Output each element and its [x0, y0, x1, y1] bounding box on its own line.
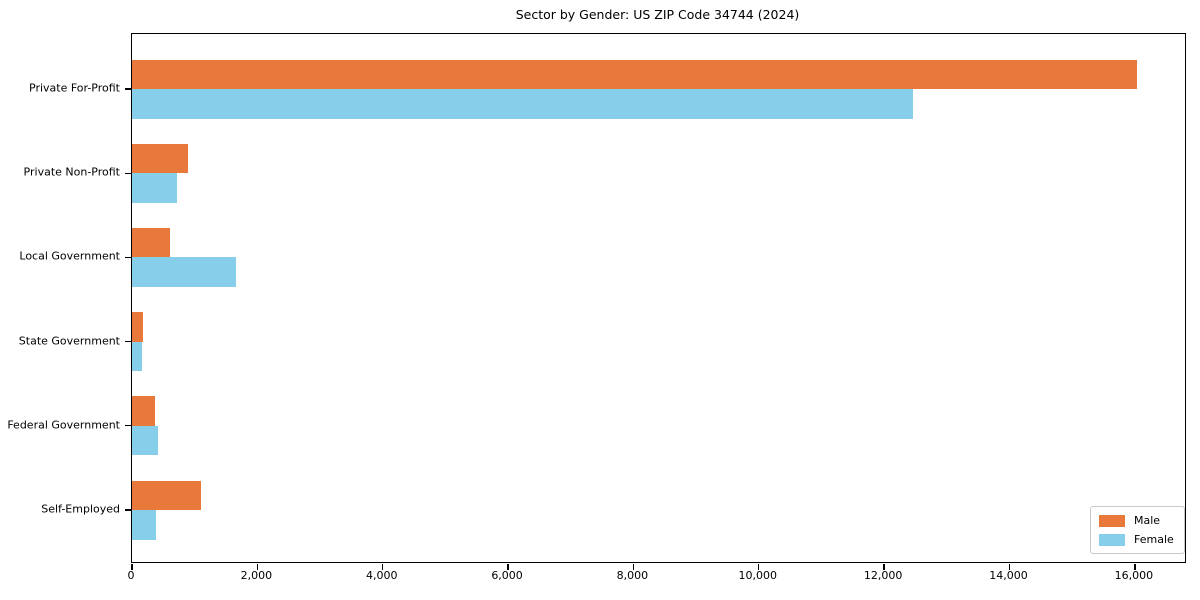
legend: Male Female	[1090, 506, 1185, 554]
bar-female-local-government	[132, 257, 237, 287]
x-label-16,000: 16,000	[1114, 569, 1154, 582]
x-label-4,000: 4,000	[365, 569, 398, 582]
y-tick-state-government	[125, 340, 131, 343]
bar-male-private-non-profit	[132, 143, 188, 174]
bar-male-federal-government	[132, 396, 156, 426]
x-label-8,000: 8,000	[616, 569, 649, 582]
bar-male-private-for-profit	[132, 59, 1137, 89]
legend-swatch-female	[1099, 533, 1125, 546]
legend-entry-female: Female	[1099, 533, 1174, 546]
y-tick-private-non-profit	[125, 172, 131, 174]
y-tick-private-for-profit	[125, 88, 131, 90]
legend-entry-male: Male	[1099, 514, 1174, 527]
y-axis-labels: Private For-Profit Private Non-Profit Loca…	[0, 33, 120, 561]
x-tick-6,000	[507, 563, 509, 570]
x-label-10,000: 10,000	[738, 569, 778, 582]
x-tick-0	[131, 563, 133, 570]
y-label-state-government: State Government	[18, 334, 120, 348]
bar-male-state-government	[132, 312, 143, 342]
x-tick-2,000	[256, 563, 259, 570]
x-tick-4,000	[382, 563, 384, 570]
y-tick-local-government	[125, 256, 131, 259]
x-label-0: 0	[127, 569, 135, 582]
y-label-federal-government: Federal Government	[7, 418, 120, 432]
y-label-private-for-profit: Private For-Profit	[29, 81, 120, 95]
x-label-6,000: 6,000	[491, 569, 523, 582]
bar-female-state-government	[132, 341, 143, 372]
y-label-local-government: Local Government	[19, 249, 120, 263]
y-label-private-non-profit: Private Non-Profit	[23, 165, 120, 179]
y-tick-self-employed	[125, 509, 131, 511]
y-label-self-employed: Self-Employed	[41, 502, 120, 516]
x-tick-14,000	[1008, 563, 1011, 570]
chart-title: Sector by Gender: US ZIP Code 34744 (202…	[515, 7, 800, 22]
plot-area	[125, 33, 1186, 570]
bar-female-private-non-profit	[132, 173, 177, 203]
bar-female-federal-government	[132, 425, 159, 456]
legend-label-male: Male	[1134, 514, 1161, 527]
x-tick-16,000	[1134, 563, 1136, 570]
legend-swatch-male	[1099, 514, 1125, 527]
bar-female-private-for-profit	[132, 89, 913, 119]
bar-male-self-employed	[132, 480, 201, 510]
y-tick-federal-government	[125, 425, 131, 427]
x-label-14,000: 14,000	[989, 569, 1028, 582]
legend-label-female: Female	[1134, 533, 1174, 546]
x-tick-8,000	[632, 563, 635, 570]
x-tick-12,000	[883, 563, 885, 570]
x-label-12,000: 12,000	[863, 569, 903, 582]
x-axis-labels: 0 2,000 4,000 6,000 8,000 10,000 12,000 14,000 1…	[127, 569, 1184, 589]
x-tick-10,000	[758, 563, 760, 570]
bar-male-local-government	[132, 227, 170, 258]
x-label-2,000: 2,000	[240, 569, 273, 582]
bar-female-self-employed	[132, 510, 156, 540]
